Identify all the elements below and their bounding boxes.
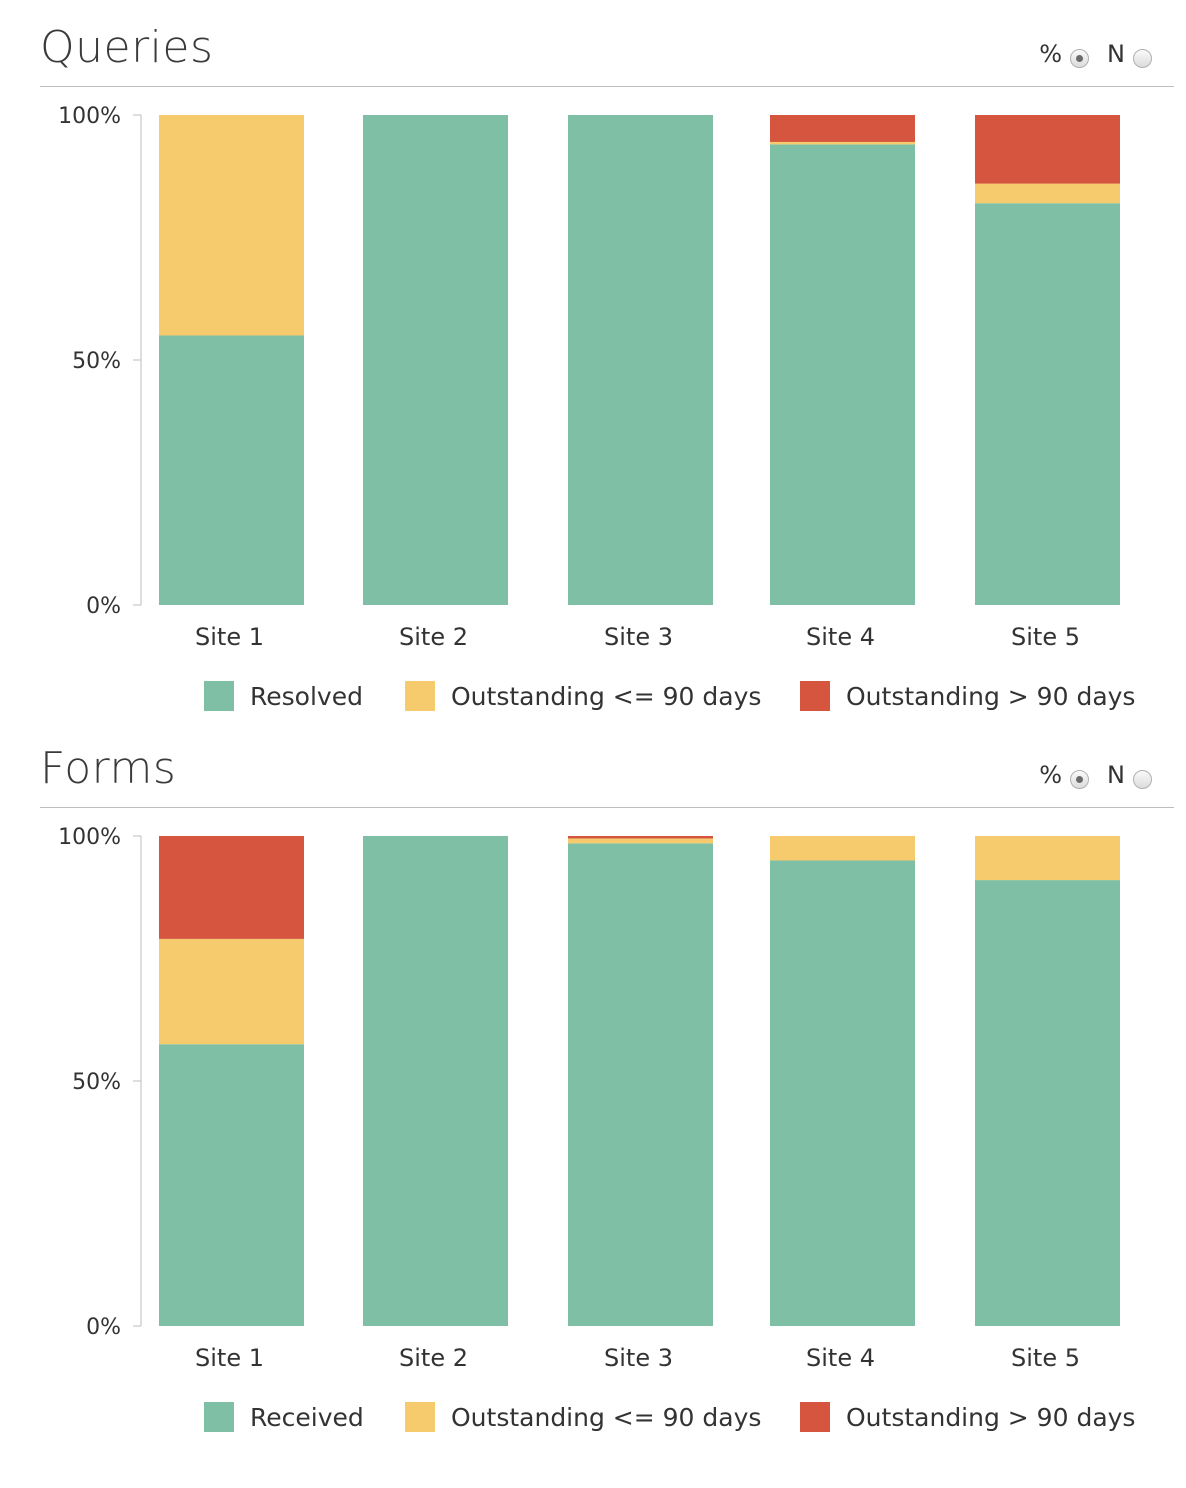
queries-legend-swatch-resolved[interactable] — [204, 681, 234, 711]
queries-legend-swatch-outstanding-gt-90[interactable] — [800, 681, 830, 711]
queries-legend-label[interactable]: Resolved — [250, 682, 363, 711]
forms-category-label: Site 5 — [1011, 1344, 1080, 1372]
forms-y-tick-label: 100% — [58, 825, 121, 850]
forms-bar-site-1-resolved[interactable] — [159, 1044, 304, 1326]
forms-legend-swatch-outstanding-le-90[interactable] — [405, 1402, 435, 1432]
queries-category-label: Site 4 — [806, 623, 875, 651]
queries-panel: Queries % N 0% 50% 100% Site 1 Site 2 Site 3 S… — [0, 0, 1186, 730]
queries-y-tick-label: 50% — [72, 349, 121, 374]
queries-title: Queries — [40, 22, 214, 73]
queries-n-label: N — [1107, 40, 1125, 68]
queries-display-toggle: % N — [1021, 40, 1152, 68]
forms-display-toggle: % N — [1021, 761, 1152, 789]
queries-percent-radio[interactable] — [1070, 48, 1090, 68]
forms-bar-site-2-resolved[interactable] — [363, 836, 508, 1326]
queries-category-label: Site 2 — [399, 623, 468, 651]
queries-percent-option[interactable]: % — [1039, 40, 1090, 68]
forms-n-option[interactable]: N — [1107, 761, 1152, 789]
forms-title: Forms — [40, 743, 177, 794]
queries-legend-swatch-outstanding-le-90[interactable] — [405, 681, 435, 711]
queries-n-option[interactable]: N — [1107, 40, 1152, 68]
forms-y-tick-label: 50% — [72, 1070, 121, 1095]
queries-chart: 0% 50% 100% Site 1 Site 2 Site 3 Site 4 Site 5 R… — [58, 104, 1135, 711]
forms-legend-label[interactable]: Received — [250, 1403, 364, 1432]
forms-category-label: Site 4 — [806, 1344, 875, 1372]
queries-bar-site-5-outstanding-gt-90[interactable] — [975, 115, 1120, 184]
forms-legend-label[interactable]: Outstanding > 90 days — [846, 1403, 1135, 1432]
forms-legend-label[interactable]: Outstanding <= 90 days — [451, 1403, 761, 1432]
forms-n-radio[interactable] — [1133, 769, 1152, 789]
queries-category-label: Site 1 — [195, 623, 264, 651]
queries-y-tick-label: 100% — [58, 104, 121, 129]
queries-n-radio[interactable] — [1133, 48, 1152, 68]
queries-bar-site-4-outstanding-gt-90[interactable] — [770, 115, 915, 142]
forms-percent-radio[interactable] — [1070, 769, 1090, 789]
queries-bar-site-5-outstanding-le-90[interactable] — [975, 183, 1120, 204]
forms-y-tick-label: 0% — [86, 1315, 121, 1340]
forms-title-divider — [40, 807, 1174, 808]
forms-category-label: Site 3 — [604, 1344, 673, 1372]
queries-legend-label[interactable]: Outstanding > 90 days — [846, 682, 1135, 711]
queries-bar-site-5-resolved[interactable] — [975, 203, 1120, 605]
forms-bar-site-4-resolved[interactable] — [770, 860, 915, 1327]
queries-bar-site-1-outstanding-le-90[interactable] — [159, 115, 304, 336]
forms-category-label: Site 2 — [399, 1344, 468, 1372]
queries-y-tick-label: 0% — [86, 594, 121, 619]
queries-percent-label: % — [1039, 40, 1063, 68]
forms-bar-site-5-resolved[interactable] — [975, 880, 1120, 1326]
forms-percent-label: % — [1039, 761, 1063, 789]
forms-category-label: Site 1 — [195, 1344, 264, 1372]
forms-percent-option[interactable]: % — [1039, 761, 1090, 789]
forms-bar-site-3-resolved[interactable] — [568, 843, 713, 1326]
forms-bar-site-3-outstanding-gt-90[interactable] — [568, 836, 713, 839]
queries-bar-site-1-resolved[interactable] — [159, 335, 304, 606]
forms-bar-site-4-outstanding-le-90[interactable] — [770, 836, 915, 861]
forms-panel: Forms % N 0% 50% 100% Site 1 Site 2 Site 3 Sit… — [0, 721, 1186, 1451]
forms-bar-site-3-outstanding-le-90[interactable] — [568, 838, 713, 844]
forms-n-label: N — [1107, 761, 1125, 789]
queries-bar-site-4-outstanding-le-90[interactable] — [770, 141, 915, 145]
forms-legend-swatch-outstanding-gt-90[interactable] — [800, 1402, 830, 1432]
queries-bar-site-2-resolved[interactable] — [363, 115, 508, 605]
queries-bar-site-4-resolved[interactable] — [770, 144, 915, 605]
queries-title-divider — [40, 86, 1174, 87]
queries-category-label: Site 3 — [604, 623, 673, 651]
forms-bar-site-5-outstanding-le-90[interactable] — [975, 836, 1120, 881]
forms-legend-swatch-resolved[interactable] — [204, 1402, 234, 1432]
forms-bar-site-1-outstanding-le-90[interactable] — [159, 938, 304, 1045]
forms-bar-site-1-outstanding-gt-90[interactable] — [159, 836, 304, 939]
queries-legend-label[interactable]: Outstanding <= 90 days — [451, 682, 761, 711]
queries-category-label: Site 5 — [1011, 623, 1080, 651]
queries-bar-site-3-resolved[interactable] — [568, 115, 713, 605]
forms-chart: 0% 50% 100% Site 1 Site 2 Site 3 Site 4 Site 5 R… — [58, 825, 1135, 1432]
